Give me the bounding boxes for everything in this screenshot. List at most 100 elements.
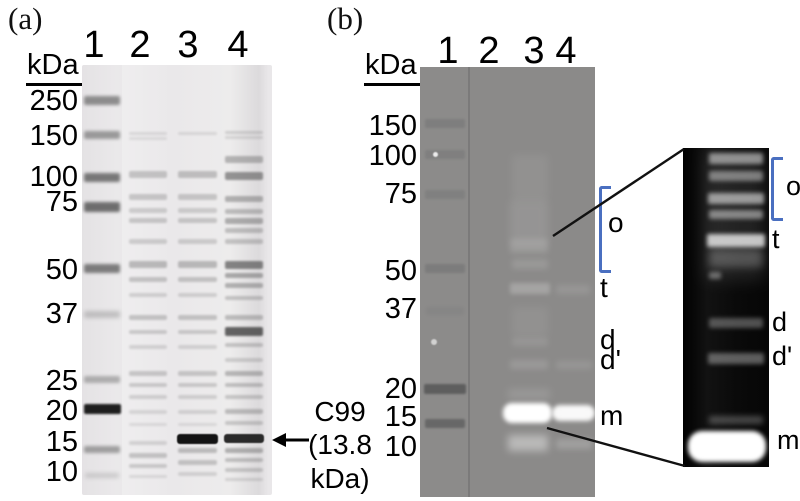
gel-band [225, 273, 263, 278]
gel-band [129, 194, 167, 200]
gel-band [129, 293, 167, 297]
gel-band [709, 249, 763, 267]
gel-band [225, 327, 263, 336]
gel-band [84, 311, 120, 318]
gel-band [225, 409, 263, 414]
gel-band [129, 132, 167, 135]
gel-band [178, 208, 217, 213]
gel-band [129, 464, 167, 468]
gel-band [178, 371, 217, 376]
gel-band [552, 405, 595, 421]
gel-band [225, 196, 263, 202]
gel-band [178, 315, 217, 320]
marker-b-100: 100 [368, 140, 417, 172]
gel-band [178, 218, 217, 223]
gel-band [225, 131, 263, 134]
gel-band [178, 395, 217, 399]
gel-band [503, 403, 552, 423]
gel-band [177, 434, 218, 444]
gel-band [178, 345, 217, 349]
gel-band [433, 152, 438, 157]
gel-band [178, 460, 217, 465]
band-label-t: t [600, 272, 608, 303]
panel-b-label: (b) [327, 1, 364, 36]
gel-band [85, 473, 119, 478]
gel-band [705, 150, 765, 280]
gel-band [225, 209, 263, 214]
western-blot-image [420, 67, 595, 497]
gel-band [225, 315, 263, 320]
panel-b-lane-2: 2 [478, 30, 500, 72]
gel-band [707, 234, 765, 247]
marker-b-20: 20 [384, 373, 417, 405]
gel-band [225, 283, 263, 288]
gel-band [708, 353, 764, 364]
gel-band [556, 439, 592, 449]
gel-band [225, 383, 263, 387]
gel-band [129, 330, 167, 334]
gel-band [129, 423, 167, 426]
gel-band [512, 155, 548, 200]
gel-band [178, 277, 217, 282]
gel-band [178, 293, 217, 297]
gel-band [709, 272, 721, 279]
gel-band [225, 136, 263, 139]
band-label-o: o [608, 207, 624, 238]
gel-band [508, 389, 550, 399]
gel-band [178, 410, 217, 414]
marker-a-10: 10 [45, 456, 78, 488]
gel-band [129, 395, 167, 399]
gel-band [508, 435, 548, 451]
marker-a-50: 50 [45, 254, 78, 286]
marker-b-150: 150 [368, 110, 417, 142]
band-label-d-prime: d' [600, 344, 621, 375]
marker-a-37: 37 [45, 298, 78, 330]
marker-b-10: 10 [384, 431, 417, 463]
gel-band [129, 261, 167, 268]
gel-band [225, 371, 263, 376]
marker-a-100: 100 [29, 161, 78, 193]
gel-band [225, 478, 263, 481]
gel-band [129, 371, 167, 376]
gel-band [224, 434, 264, 443]
marker-b-37: 37 [384, 293, 417, 325]
gel-band [512, 259, 548, 269]
gel-band [420, 67, 468, 497]
inset-label-t: t [772, 224, 780, 254]
gel-band [129, 218, 167, 223]
gel-band [178, 383, 217, 387]
gel-band [512, 338, 548, 346]
inset-label-o: o [786, 171, 800, 201]
panel-a-lane-2: 2 [129, 24, 151, 66]
band-label-m: m [600, 400, 624, 431]
gel-band [178, 472, 217, 476]
gel-band [84, 131, 120, 139]
gel-band [129, 475, 167, 478]
panel-a-lane-4: 4 [227, 24, 249, 66]
gel-band [129, 171, 167, 178]
gel-band [178, 261, 217, 268]
gel-band [556, 361, 592, 369]
gel-band [84, 446, 120, 453]
gel-band [510, 283, 550, 294]
gel-band [431, 339, 437, 345]
panel-b-kda-header: kDa [364, 51, 420, 86]
panel-a-label: (a) [8, 1, 43, 36]
gel-band [425, 190, 465, 199]
gel-band [225, 448, 263, 453]
band-label-d: d [600, 324, 616, 355]
gel-band [84, 376, 120, 383]
gel-band [84, 202, 120, 212]
gel-band [178, 330, 217, 334]
gel-band [512, 307, 548, 337]
inset-label-d: d [772, 307, 788, 337]
gel-band [510, 239, 548, 253]
marker-a-75: 75 [45, 186, 78, 218]
gel-band [709, 210, 763, 219]
gel-band [84, 264, 120, 273]
gel-band [84, 404, 121, 414]
panel-a-lane-1: 1 [83, 24, 105, 66]
inset-label-d-prime: d' [772, 341, 793, 371]
c99-annotation-line3: kDa) [310, 463, 370, 494]
